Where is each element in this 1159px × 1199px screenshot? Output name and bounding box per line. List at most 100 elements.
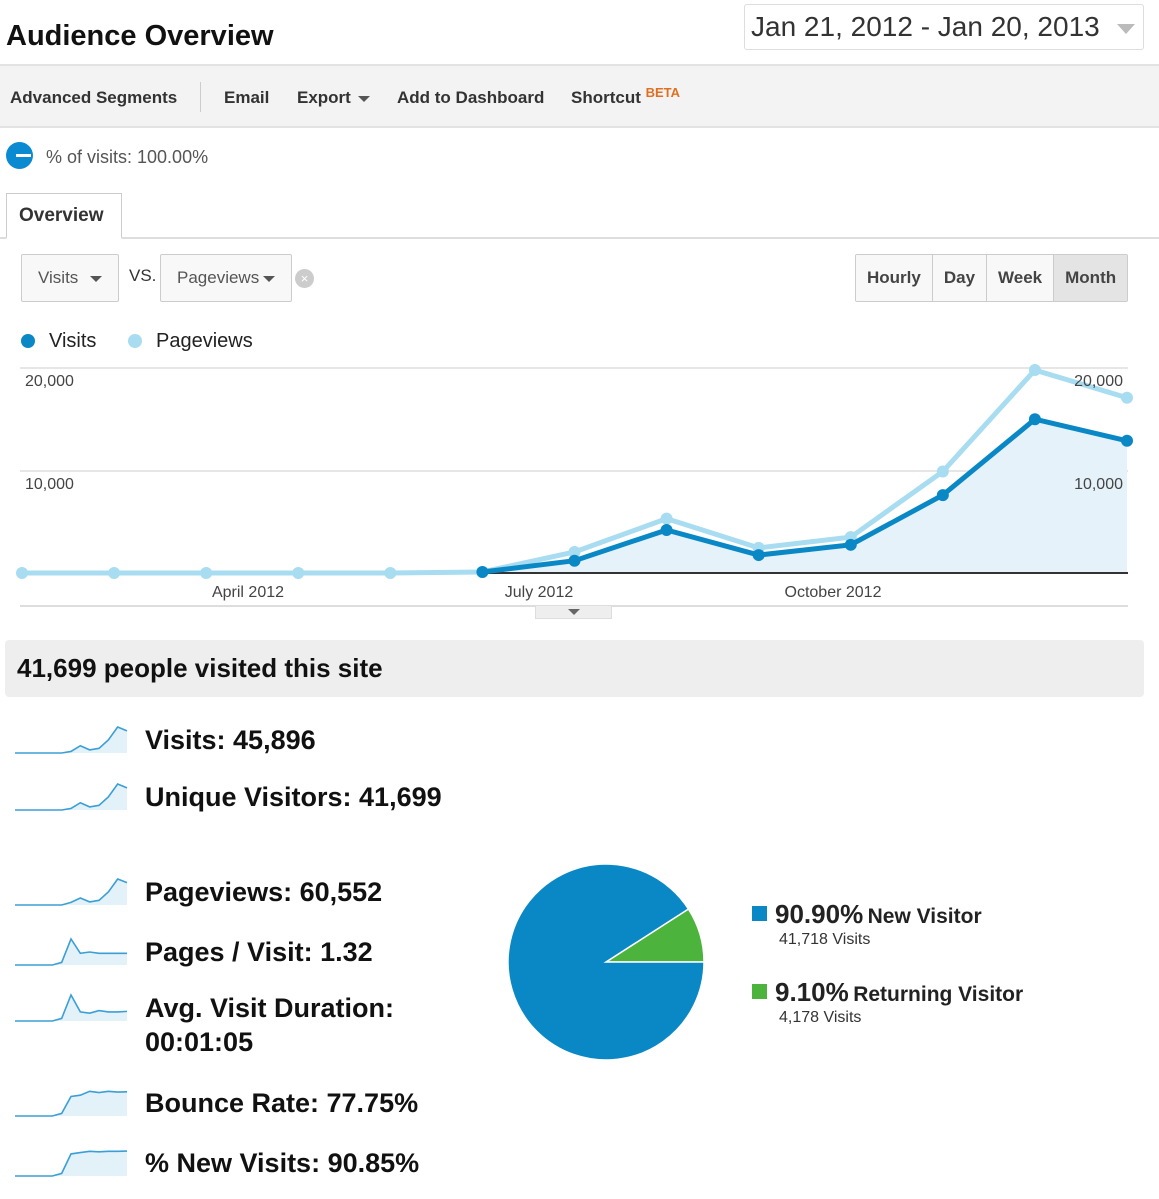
pageviews-point[interactable] — [660, 512, 673, 525]
tab-divider — [0, 237, 1159, 239]
slice-label: Returning Visitor — [853, 983, 1024, 1006]
granularity-toggle: Hourly Day Week Month — [855, 254, 1129, 302]
sparkline — [15, 783, 128, 811]
legend-dot-icon — [128, 334, 142, 348]
collapse-chart-handle[interactable] — [535, 605, 612, 619]
slice-visits: 41,718 Visits — [779, 931, 871, 948]
sparkline — [15, 1090, 128, 1117]
pageviews-point[interactable] — [568, 545, 581, 558]
week-button[interactable]: Week — [987, 255, 1055, 301]
sparkline-line — [15, 937, 127, 966]
sparkline-line — [15, 1090, 128, 1117]
legend-pageviews[interactable]: Pageviews — [128, 330, 253, 353]
pageviews-point[interactable] — [16, 567, 28, 579]
visits-point[interactable] — [476, 565, 489, 578]
metric-label: Visits: 45,896 — [145, 725, 316, 755]
add-to-dashboard-button[interactable]: Add to Dashboard — [397, 88, 545, 107]
email-button[interactable]: Email — [224, 88, 270, 107]
sparkline-area — [15, 727, 127, 753]
summary-headline: 41,699 people visited this site — [5, 640, 1144, 697]
secondary-metric-select[interactable]: Pageviews — [160, 254, 292, 302]
metric-label: Pageviews: 60,552 — [145, 877, 383, 907]
y-tick-label: 20,000 — [25, 373, 74, 390]
month-button[interactable]: Month — [1054, 255, 1128, 301]
sparkline — [15, 937, 127, 966]
date-range-text: Jan 21, 2012 - Jan 20, 2013 — [751, 11, 1100, 42]
metric-label: Pages / Visit: 1.32 — [145, 937, 373, 967]
legend-visits[interactable]: Visits — [21, 330, 96, 353]
legend-swatch-icon — [752, 906, 767, 921]
sparkline — [15, 993, 128, 1022]
shortcut-button[interactable]: Shortcut BETA — [571, 85, 681, 108]
sparkline-area — [15, 879, 127, 905]
pageviews-point[interactable] — [292, 567, 305, 579]
visits-point[interactable] — [660, 523, 673, 536]
legend-label: Visits — [49, 330, 97, 352]
slice-percent: 90.90% — [775, 899, 864, 929]
metric-label: Unique Visitors: 41,699 — [145, 782, 442, 812]
advanced-segments-button[interactable]: Advanced Segments — [10, 88, 178, 107]
visits-point[interactable] — [1028, 413, 1041, 426]
shortcut-label: Shortcut — [571, 88, 641, 107]
export-button[interactable]: Export — [297, 88, 370, 108]
visits-point[interactable] — [844, 538, 857, 551]
slice-label: New Visitor — [867, 905, 982, 928]
y-tick-label-right: 20,000 — [1074, 373, 1123, 390]
sparkline — [15, 878, 128, 906]
day-button[interactable]: Day — [932, 255, 988, 301]
line-chart: 20,000 10,000 20,000 10,000 April 2012 J… — [16, 364, 1133, 607]
visits-point[interactable] — [1121, 434, 1133, 447]
slice-percent: 9.10% — [775, 977, 849, 1007]
chevron-down-icon — [357, 95, 370, 102]
toolbar: Advanced Segments Email Export Add to Da… — [0, 64, 1159, 128]
divider — [200, 82, 201, 112]
legend-label: Pageviews — [156, 330, 253, 352]
pageviews-point[interactable] — [936, 465, 949, 478]
legend-swatch-icon — [752, 984, 767, 999]
visits-point[interactable] — [568, 554, 581, 567]
metric-label: Bounce Rate: 77.75% — [145, 1088, 419, 1118]
date-range-picker[interactable]: Jan 21, 2012 - Jan 20, 2013 — [744, 4, 1144, 50]
sparkline-area — [15, 1091, 127, 1116]
metric-label: Avg. Visit Duration: 00:01:05 — [145, 993, 395, 1057]
visits-point[interactable] — [936, 489, 949, 502]
export-label: Export — [297, 88, 351, 107]
pageviews-point[interactable] — [1028, 364, 1041, 377]
y-tick-label-right: 10,000 — [1074, 476, 1123, 493]
visits-point[interactable] — [752, 549, 765, 562]
metric-label: % New Visits: 90.85% — [145, 1148, 420, 1178]
sparkline-area — [15, 995, 127, 1021]
chevron-down-icon — [90, 276, 102, 282]
x-tick-label: April 2012 — [212, 584, 284, 601]
page-title: Audience Overview — [6, 20, 274, 52]
primary-metric-value: Visits — [38, 268, 79, 287]
hourly-button[interactable]: Hourly — [856, 255, 933, 301]
clear-comparison-icon[interactable]: × — [295, 269, 314, 288]
sparkline-line — [15, 993, 128, 1022]
beta-badge: BETA — [645, 85, 681, 100]
segment-label: % of visits: 100.00% — [46, 147, 209, 167]
pageviews-point[interactable] — [384, 567, 397, 579]
pie-slice-new[interactable] — [507, 863, 705, 1061]
sparkline-line — [15, 1150, 128, 1177]
sparkline-area — [15, 1151, 127, 1176]
sparkline-area — [15, 939, 127, 965]
pageviews-point[interactable] — [200, 567, 213, 579]
vs-label: VS. — [129, 266, 157, 285]
visits-line — [482, 416, 1128, 575]
legend-dot-icon — [21, 334, 35, 348]
x-tick-label: October 2012 — [785, 584, 882, 601]
pageviews-point[interactable] — [1121, 391, 1133, 404]
sparkline-line — [15, 878, 128, 906]
y-tick-label: 10,000 — [25, 476, 74, 493]
secondary-metric-value: Pageviews — [177, 268, 260, 287]
chevron-down-icon — [263, 276, 275, 282]
tab-overview[interactable]: Overview — [6, 193, 122, 239]
pie-legend-returning: 9.10% Returning Visitor 4,178 Visits — [752, 977, 1024, 1026]
sparkline-line — [15, 726, 128, 754]
sparkline — [15, 1150, 128, 1177]
primary-metric-select[interactable]: Visits — [21, 254, 119, 302]
pageviews-point[interactable] — [108, 567, 121, 579]
slice-visits: 4,178 Visits — [779, 1009, 862, 1026]
chevron-down-icon — [1117, 24, 1135, 34]
